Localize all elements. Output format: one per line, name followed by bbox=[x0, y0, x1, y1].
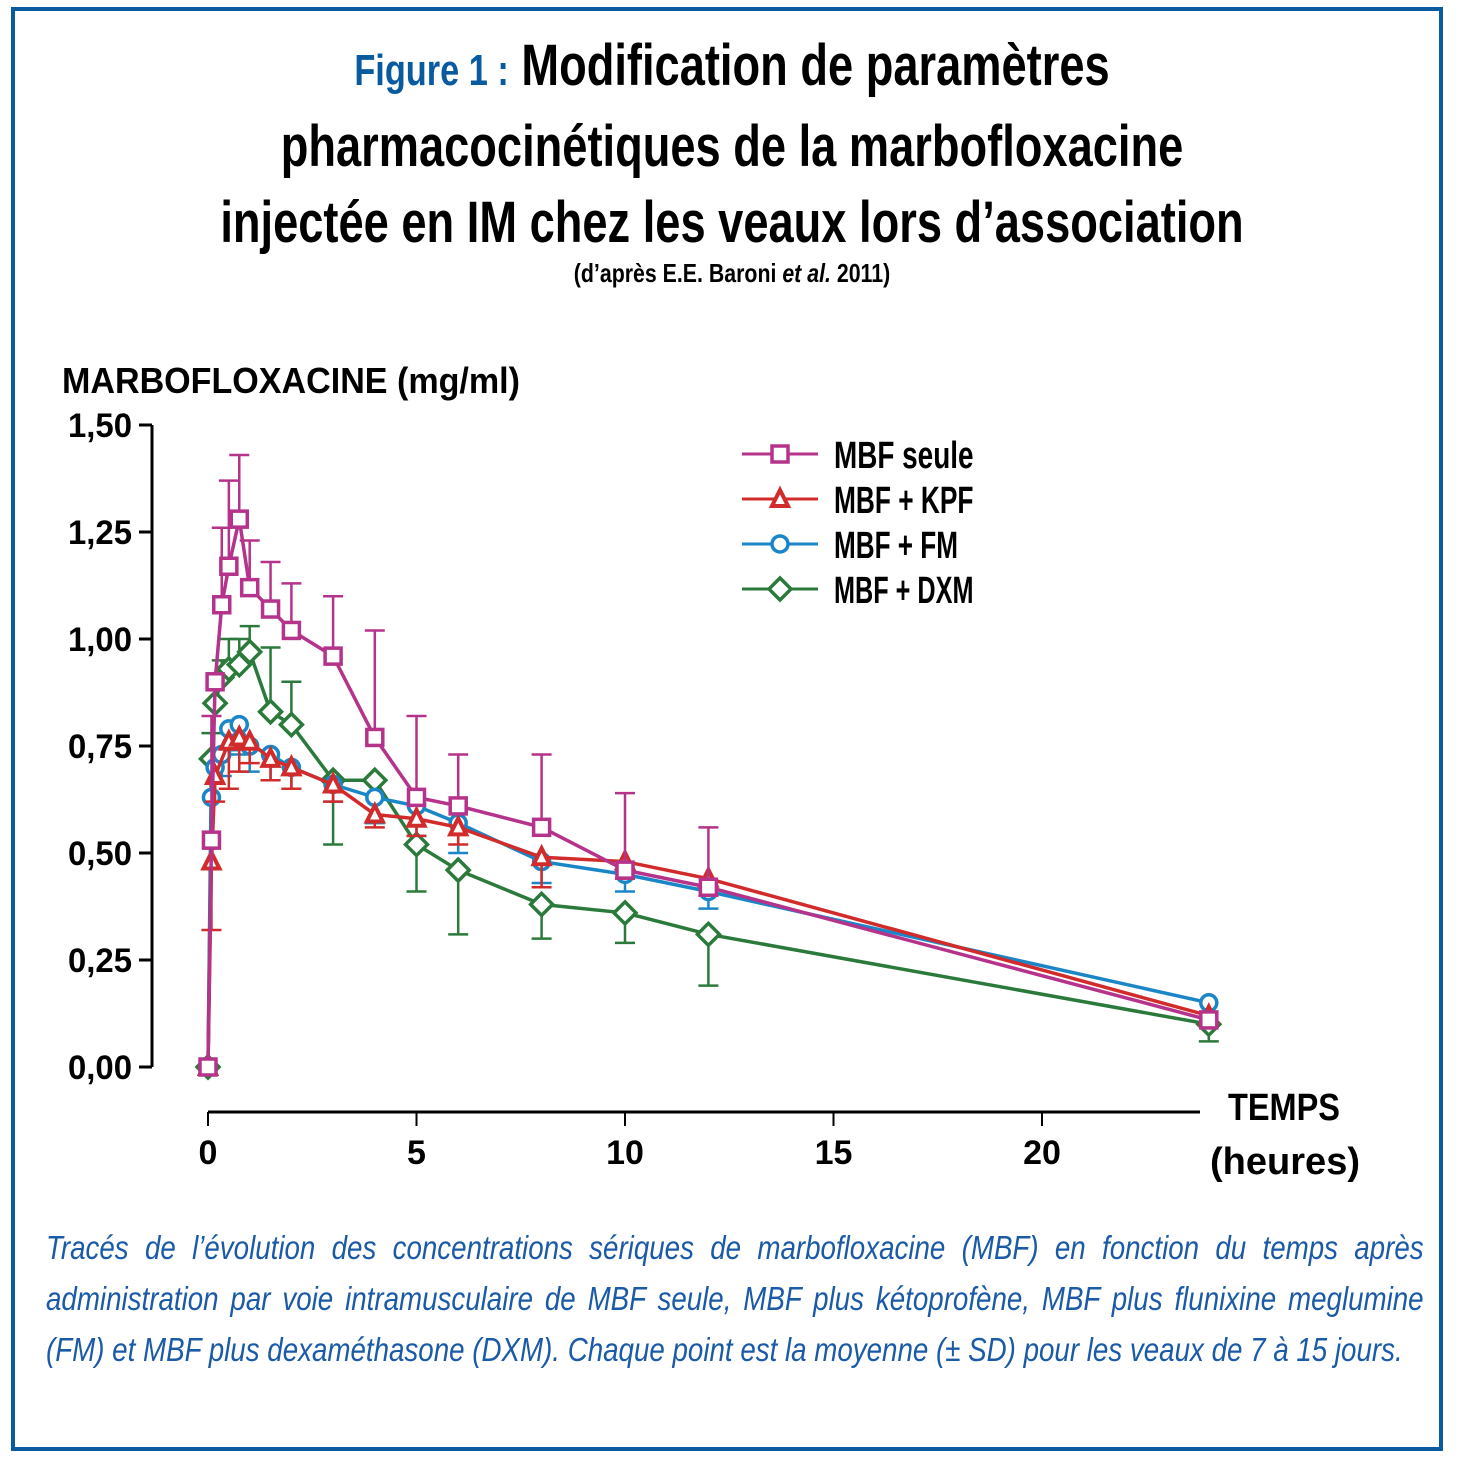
data-point bbox=[257, 698, 285, 726]
data-point bbox=[219, 556, 239, 576]
data-point bbox=[698, 877, 719, 897]
data-point bbox=[403, 830, 430, 858]
data-point bbox=[228, 723, 251, 747]
data-point bbox=[406, 787, 427, 808]
data-point bbox=[323, 646, 343, 666]
y-tick-label: 1,50 bbox=[68, 407, 132, 445]
figure-source: (d’après E.E. Baroni et al. 2011) bbox=[132, 258, 1332, 289]
title-line-2: pharmacocinétiques de la marbofloxacine bbox=[280, 114, 1184, 179]
data-point bbox=[280, 753, 303, 777]
data-point bbox=[446, 813, 470, 837]
data-point bbox=[444, 856, 472, 884]
y-tick-label: 1,25 bbox=[68, 514, 132, 552]
data-point bbox=[236, 638, 264, 666]
data-point bbox=[277, 711, 305, 739]
y-tick-label: 0,50 bbox=[68, 835, 132, 873]
title-line-3: injectée en IM chez les veaux lors d’ass… bbox=[220, 190, 1244, 255]
x-tick-label: 5 bbox=[407, 1134, 426, 1172]
data-point bbox=[615, 860, 635, 880]
series-group bbox=[194, 453, 1223, 1081]
y-axis-label: MARBOFLOXACINE (mg/ml) bbox=[62, 360, 520, 401]
figure-title: Figure 1 : Modification de paramètres ph… bbox=[161, 28, 1303, 261]
figure-label: Figure 1 : bbox=[354, 46, 509, 95]
data-point bbox=[363, 801, 387, 824]
x-tick-label: 0 bbox=[199, 1134, 218, 1172]
legend-label: MBF + DXM bbox=[834, 570, 974, 612]
x-tick-label: 10 bbox=[606, 1134, 644, 1172]
y-tick-label: 0,00 bbox=[68, 1049, 132, 1087]
legend-marker-diamond-icon bbox=[766, 575, 794, 603]
data-point bbox=[238, 728, 261, 751]
axes: 0,00 0,25 0,50 0,75 1,00 1,25 1,50 0 5 10 15 20 bbox=[68, 407, 1200, 1172]
data-point bbox=[201, 830, 222, 850]
title-text-1: Modification de paramètres bbox=[521, 33, 1110, 98]
data-point bbox=[260, 599, 281, 619]
data-point bbox=[611, 899, 639, 927]
y-tick-label: 1,00 bbox=[68, 621, 132, 659]
data-point bbox=[405, 805, 428, 828]
legend-label: MBF + FM bbox=[834, 525, 958, 567]
x-axis-label-line1: TEMPS bbox=[1228, 1087, 1340, 1129]
data-point bbox=[281, 620, 302, 641]
x-axis-label-line2: (heures) bbox=[1210, 1141, 1360, 1183]
legend-label: MBF seule bbox=[834, 435, 974, 477]
y-tick-label: 0,75 bbox=[68, 728, 132, 766]
legend-item: MBF + KPF bbox=[742, 480, 974, 522]
data-point bbox=[198, 1057, 218, 1077]
legend-item: MBF + FM bbox=[742, 525, 958, 567]
figure-caption: Tracés de l’évolution des concentrations… bbox=[46, 1229, 1424, 1368]
data-point bbox=[365, 727, 385, 748]
y-tick-label: 0,25 bbox=[68, 942, 132, 980]
x-tick-label: 15 bbox=[815, 1134, 853, 1172]
data-point bbox=[528, 890, 556, 918]
source-suffix: 2011) bbox=[830, 258, 891, 288]
data-point bbox=[259, 745, 282, 768]
data-point bbox=[205, 672, 225, 692]
x-tick-label: 20 bbox=[1023, 1134, 1061, 1172]
data-point bbox=[1199, 1010, 1219, 1030]
legend-marker-triangle-icon bbox=[768, 485, 792, 508]
data-point bbox=[229, 509, 250, 529]
data-point bbox=[212, 595, 232, 615]
legend-label: MBF + KPF bbox=[834, 480, 974, 522]
data-point bbox=[530, 843, 553, 867]
data-point bbox=[239, 577, 260, 598]
series-line bbox=[206, 735, 1210, 1068]
legend-marker-square-icon bbox=[770, 444, 790, 464]
source-prefix: (d’après E.E. Baroni bbox=[573, 258, 783, 288]
series-mbf-seule bbox=[198, 453, 1219, 1077]
source-italic: et al. bbox=[782, 258, 831, 288]
title-line-1: Figure 1 : Modification de paramètres bbox=[161, 28, 1303, 109]
data-point bbox=[448, 796, 468, 816]
legend-marker-circle-icon bbox=[770, 534, 790, 554]
data-point bbox=[531, 817, 552, 838]
legend-item: MBF seule bbox=[742, 435, 974, 477]
data-point bbox=[694, 920, 722, 948]
legend-item: MBF + DXM bbox=[742, 570, 974, 612]
data-point bbox=[321, 771, 345, 794]
